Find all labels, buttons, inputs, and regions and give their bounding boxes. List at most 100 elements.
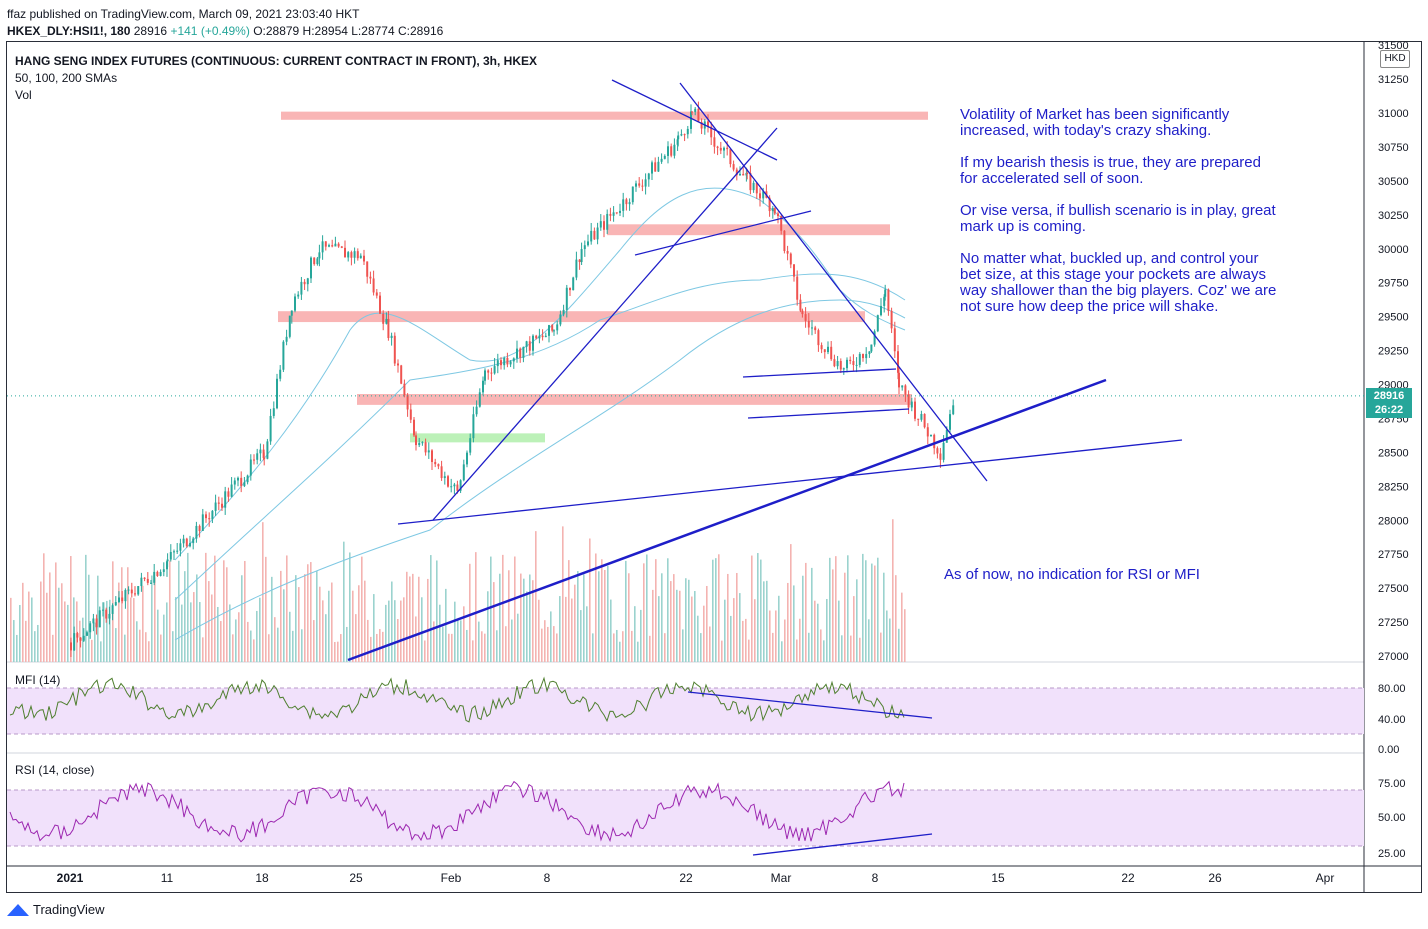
candle-body [353,251,356,258]
volume-bar [352,590,354,662]
candle-body [719,147,722,151]
volume-bar [814,600,816,662]
volume-bar [874,565,876,662]
volume-bar [190,602,192,662]
volume-bar [412,573,414,662]
candle-body [205,514,207,519]
brand-label: TradingView [33,902,105,917]
candle-body [303,281,306,285]
candle-body [873,331,876,345]
candle-body [224,491,227,508]
volume-legend[interactable]: Vol [15,88,32,102]
candle-body [548,325,550,336]
candle-body [897,351,899,373]
candle-body [807,320,810,328]
price-axis-label: 28500 [1378,447,1409,459]
major-support-trendline [347,378,1107,662]
volume-bar [514,556,516,662]
candle-body [140,577,143,587]
volume-bar [670,581,672,662]
candle-body [556,324,559,331]
candle-body [651,162,653,174]
candle-body [677,135,680,140]
candle-body [290,310,293,316]
volume-bar [568,560,570,662]
volume-bar [487,591,489,662]
volume-bar [178,560,180,662]
volume-bar [898,628,900,662]
rsi-pane-label[interactable]: RSI (14, close) [15,763,95,777]
candle-body [926,427,929,437]
candle-body [490,372,493,374]
candle-body [243,482,246,487]
volume-bar [25,620,27,662]
volume-bar [127,567,129,662]
mfi-line [9,676,905,723]
candle-body [76,633,79,638]
volume-bar [787,582,789,662]
candle-body [217,502,220,504]
volume-bar [280,570,282,662]
candle-body [253,459,255,461]
candle-body [237,477,239,481]
volume-bar [904,609,906,662]
volume-bar [628,573,630,662]
candle-body [690,111,692,129]
volume-bar [625,560,627,662]
volume-bar [265,556,267,662]
volume-bar [577,571,579,662]
candle-body [945,429,948,443]
volume-bar [517,613,519,662]
candle-body [569,287,571,291]
volume-bar [490,556,492,662]
volume-bar [583,574,585,662]
candle-body [814,327,817,331]
candle-body [156,571,159,576]
volume-bar [736,572,738,662]
volume-bar [151,575,153,662]
candle-body [318,252,321,259]
volume-bar [409,576,411,662]
volume-bar [886,610,888,662]
candle-body [735,169,738,176]
volume-bar [697,615,699,662]
mfi-pane-label[interactable]: MFI (14) [15,673,61,687]
candle-body [230,484,233,497]
candle-body [340,246,343,248]
candle-body [421,442,424,444]
price-axis-label: 31250 [1378,74,1409,86]
candle-body [321,241,324,253]
candle-body [917,418,920,420]
volume-bar [466,629,468,662]
volume-bar [592,633,594,662]
candle-body [89,623,92,633]
volume-bar [394,600,396,662]
candle-body [179,543,182,551]
volume-bar [301,629,303,662]
tradingview-brand[interactable]: TradingView [7,902,105,917]
candle-body [660,158,663,162]
volume-bar [547,626,549,662]
candle-body [836,361,839,367]
candle-body [876,315,879,332]
volume-bar [421,597,423,662]
candle-body [366,261,369,277]
candle-body [105,609,108,619]
volume-bar [142,585,144,662]
candle-body [599,221,602,228]
volume-bar [34,631,36,662]
candle-body [266,441,269,459]
volume-bar [739,593,741,662]
candle-body [936,448,939,454]
candle-body [472,414,475,439]
candle-body [528,341,531,351]
price-axis-label: 30500 [1378,176,1409,188]
candle-body [331,245,334,247]
sma-legend[interactable]: 50, 100, 200 SMAs [15,71,118,85]
volume-bar [118,582,120,662]
volume-bar [10,597,12,662]
candle-body [484,370,486,381]
symbol-label[interactable]: HKEX_DLY:HSI1!, 180 [7,24,131,38]
volume-bar [652,589,654,662]
